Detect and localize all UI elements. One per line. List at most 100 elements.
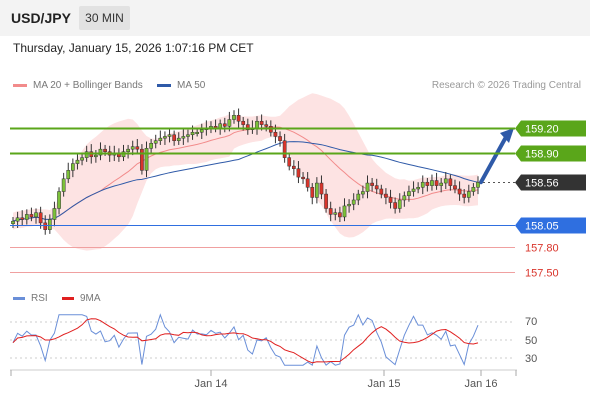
- candle: [328, 201, 333, 222]
- candle: [149, 139, 153, 155]
- candle: [236, 108, 241, 128]
- candle: [347, 199, 351, 213]
- candle: [43, 215, 48, 235]
- level-resistance-159-20: 159.20: [10, 120, 586, 137]
- x-tick-jan15: Jan 15: [367, 378, 400, 390]
- rsi-axis: 70 50 30: [525, 316, 537, 365]
- symbol-label: USD/JPY: [11, 10, 71, 26]
- level-label: 158.05: [525, 221, 559, 233]
- candle: [425, 177, 430, 192]
- ma50-line: [12, 141, 479, 222]
- candle: [264, 120, 269, 132]
- candle: [71, 158, 75, 178]
- legend-ma20-label: MA 20 + Bollinger Bands: [33, 80, 143, 91]
- legend-9ma-label: 9MA: [80, 293, 101, 304]
- level-label: 157.80: [525, 243, 559, 255]
- rsi-panel: [10, 313, 515, 367]
- candle: [462, 188, 467, 204]
- candle: [80, 153, 84, 166]
- candle: [75, 153, 80, 170]
- level-support-157-80: 157.80: [10, 243, 559, 255]
- candle: [448, 174, 453, 191]
- candle: [144, 141, 149, 178]
- candle: [29, 207, 34, 222]
- candle: [319, 175, 324, 200]
- candle: [439, 177, 444, 193]
- candle: [140, 144, 144, 175]
- rsi-tick-30: 30: [525, 353, 537, 365]
- candle: [199, 123, 204, 140]
- candle: [98, 142, 103, 161]
- candle: [397, 193, 402, 213]
- candle: [186, 129, 190, 143]
- candle: [135, 139, 140, 155]
- candle: [379, 184, 384, 199]
- time-axis: Jan 14 Jan 15 Jan 16: [10, 369, 517, 390]
- candle: [94, 150, 98, 163]
- legend-rsi-label: RSI: [31, 293, 48, 304]
- candle: [232, 110, 236, 124]
- candle: [471, 183, 476, 196]
- candle: [47, 214, 52, 234]
- level-label: 159.20: [525, 124, 559, 136]
- candle: [388, 189, 393, 209]
- candle: [305, 172, 310, 192]
- level-support-157-50: 157.50: [10, 268, 559, 280]
- candle: [310, 183, 315, 205]
- candle: [402, 191, 407, 207]
- level-label: 158.90: [525, 149, 559, 161]
- credit-text: Research © 2026 Trading Central: [431, 80, 581, 91]
- candle: [278, 131, 282, 147]
- candle: [245, 118, 250, 135]
- level-label: 157.50: [525, 268, 559, 280]
- candle: [181, 128, 186, 145]
- level-pivot-158-05: 158.05: [10, 217, 586, 234]
- candle: [338, 206, 342, 223]
- candle: [365, 175, 370, 199]
- candle: [466, 184, 471, 203]
- candle: [176, 132, 181, 145]
- candle: [24, 209, 29, 225]
- candle: [291, 160, 296, 176]
- candle: [384, 188, 388, 205]
- x-tick-jan16: Jan 16: [464, 378, 497, 390]
- candle: [126, 144, 130, 159]
- candle: [443, 172, 448, 189]
- candle: [420, 175, 425, 195]
- rsi-swatch: [13, 296, 25, 300]
- bollinger-bands: [12, 93, 479, 251]
- 9ma-swatch: [62, 296, 74, 300]
- candle: [52, 201, 57, 227]
- candle: [434, 172, 439, 190]
- candle: [172, 130, 176, 146]
- legend-9ma: 9MA: [62, 293, 101, 304]
- candle: [370, 177, 374, 192]
- legend-ma50: MA 50: [157, 80, 205, 91]
- interval-button[interactable]: 30 MIN: [79, 6, 130, 30]
- candle: [61, 172, 66, 197]
- candle: [393, 197, 397, 214]
- candle: [351, 193, 356, 211]
- candle: [163, 131, 167, 145]
- candle: [301, 172, 305, 184]
- candle: [222, 117, 227, 133]
- candle: [333, 208, 338, 221]
- candle: [342, 198, 347, 222]
- candle: [315, 177, 319, 204]
- candle: [407, 185, 411, 202]
- candle: [34, 208, 38, 224]
- candle: [296, 161, 301, 184]
- candle: [453, 179, 457, 194]
- rsi-9ma-line: [12, 318, 479, 364]
- candle: [158, 130, 163, 145]
- level-lines: 159.20 158.90 158.56 158.05 157.80 157.50: [10, 120, 586, 280]
- candle: [356, 189, 361, 206]
- candle: [57, 187, 61, 215]
- candle: [324, 188, 328, 213]
- ma50-swatch: [157, 83, 171, 87]
- timestamp-text: Thursday, January 15, 2026 1:07:16 PM CE…: [13, 41, 254, 55]
- legend-ma20-bollinger: MA 20 + Bollinger Bands: [13, 80, 143, 91]
- candle: [374, 178, 379, 195]
